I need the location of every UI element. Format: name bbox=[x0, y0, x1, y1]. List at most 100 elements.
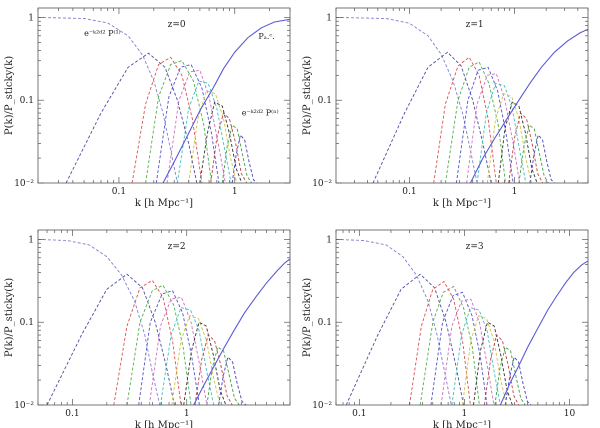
series-line-1 bbox=[65, 52, 198, 183]
series-line-5 bbox=[466, 72, 521, 183]
x-tick-label: 0.1 bbox=[352, 409, 366, 419]
series-line-5 bbox=[440, 298, 495, 405]
series-line-0 bbox=[38, 238, 161, 405]
series-line-8 bbox=[199, 101, 243, 183]
panel-label: z=2 bbox=[168, 242, 186, 252]
panel-label: z=1 bbox=[466, 20, 484, 30]
series-line-11 bbox=[231, 134, 258, 183]
x-tick-label: 1 bbox=[184, 409, 190, 419]
x-tick-label: 1 bbox=[462, 409, 468, 419]
series-line-6 bbox=[476, 82, 527, 183]
series-line-4 bbox=[455, 66, 514, 183]
series-line-9 bbox=[194, 334, 233, 405]
x-tick-label: 1 bbox=[232, 187, 238, 197]
series-line-3 bbox=[419, 285, 480, 405]
x-axis-label: k [h Mpc⁻¹] bbox=[135, 198, 193, 209]
series-line-ac bbox=[193, 258, 290, 405]
x-tick-label: 0.1 bbox=[65, 409, 79, 419]
series-line-9 bbox=[483, 334, 520, 405]
y-tick-label: 1 bbox=[28, 13, 34, 23]
series-line-11 bbox=[504, 356, 532, 405]
plot-frame bbox=[335, 229, 589, 406]
y-tick-label: 0.1 bbox=[318, 96, 332, 106]
series-group bbox=[38, 16, 290, 183]
series-line-0 bbox=[38, 16, 178, 183]
panel-3: 0.1 1 10 1 0.1 10⁻² k [h Mpc⁻¹] P(k)/P_sticky(k… bbox=[302, 229, 589, 428]
series-line-0 bbox=[336, 16, 478, 183]
series-group bbox=[336, 16, 588, 183]
annotation-1: Pₐ.ᶜ. bbox=[258, 32, 274, 41]
series-line-0 bbox=[336, 238, 452, 405]
x-axis-label: k [h Mpc⁻¹] bbox=[433, 420, 491, 428]
series-line-2 bbox=[409, 280, 471, 405]
y-tick-label: 0.1 bbox=[20, 96, 34, 106]
series-line-2 bbox=[131, 56, 203, 183]
series-line-9 bbox=[210, 112, 248, 183]
y-axis-label: P(k)/P_sticky(k) bbox=[4, 56, 15, 135]
plot-frame bbox=[37, 229, 291, 406]
series-line-ac bbox=[162, 18, 290, 183]
series-line-11 bbox=[529, 134, 555, 183]
panel-label: z=3 bbox=[466, 242, 484, 252]
series-line-10 bbox=[518, 124, 549, 183]
series-line-1 bbox=[46, 273, 175, 405]
series-line-8 bbox=[473, 321, 513, 405]
series-line-10 bbox=[206, 346, 240, 405]
panel-0: 0.1 1 1 0.1 10⁻² k [h Mpc⁻¹] P(k)/P_sticky(k) z… bbox=[4, 7, 291, 209]
series-group bbox=[336, 238, 588, 405]
y-axis-label: P(k)/P_sticky(k) bbox=[302, 56, 313, 135]
panel-2: 0.1 1 1 0.1 10⁻² k [h Mpc⁻¹] P(k)/P_sticky(k) z… bbox=[4, 229, 291, 428]
series-line-4 bbox=[430, 291, 488, 405]
series-line-2 bbox=[433, 56, 497, 183]
series-line-7 bbox=[462, 315, 508, 405]
y-axis-label: P(k)/P_sticky(k) bbox=[4, 278, 15, 357]
panel-1: 0.1 1 1 0.1 10⁻² k [h Mpc⁻¹] P(k)/P_sticky(k) z… bbox=[302, 7, 589, 209]
panel-label: z=0 bbox=[168, 20, 186, 30]
series-line-7 bbox=[171, 315, 221, 405]
x-axis-label: k [h Mpc⁻¹] bbox=[433, 198, 491, 209]
series-line-4 bbox=[155, 63, 220, 183]
series-line-7 bbox=[486, 93, 532, 183]
series-line-6 bbox=[176, 80, 232, 183]
series-line-3 bbox=[444, 61, 506, 183]
series-line-4 bbox=[138, 290, 200, 405]
plot-frame bbox=[335, 7, 589, 184]
series-line-ac bbox=[499, 260, 588, 405]
annotation-0: e⁻ᵏ²ᵈ² P⁽¹⁾ bbox=[84, 29, 121, 38]
y-tick-label: 1 bbox=[326, 235, 332, 245]
series-line-6 bbox=[451, 307, 501, 405]
series-line-1 bbox=[345, 273, 464, 405]
y-tick-label: 10⁻² bbox=[312, 401, 332, 411]
series-line-9 bbox=[508, 112, 543, 183]
series-line-6 bbox=[160, 307, 215, 405]
x-axis-label: k [h Mpc⁻¹] bbox=[135, 420, 193, 428]
y-tick-label: 0.1 bbox=[318, 318, 332, 328]
series-line-10 bbox=[221, 124, 253, 183]
x-tick-label: 10 bbox=[564, 409, 576, 419]
series-line-8 bbox=[183, 321, 227, 405]
series-line-11 bbox=[218, 356, 247, 405]
series-line-3 bbox=[145, 60, 212, 183]
y-tick-label: 10⁻² bbox=[14, 401, 34, 411]
series-line-2 bbox=[113, 279, 182, 405]
series-line-10 bbox=[494, 346, 526, 405]
x-tick-label: 0.1 bbox=[112, 187, 126, 197]
annotation-2: e⁻ᵏ²ᵈ² P⁽ⁿ⁾ bbox=[242, 109, 279, 118]
x-tick-label: 0.1 bbox=[402, 187, 416, 197]
y-tick-label: 0.1 bbox=[20, 318, 34, 328]
series-line-8 bbox=[497, 101, 538, 183]
plot-frame bbox=[37, 7, 291, 184]
y-tick-label: 10⁻² bbox=[312, 179, 332, 189]
series-line-1 bbox=[372, 51, 492, 183]
series-line-5 bbox=[148, 296, 208, 405]
series-line-3 bbox=[126, 284, 192, 405]
series-line-ac bbox=[469, 28, 588, 183]
y-tick-label: 1 bbox=[28, 235, 34, 245]
y-tick-label: 10⁻² bbox=[14, 179, 34, 189]
series-line-7 bbox=[188, 90, 238, 183]
x-tick-label: 1 bbox=[512, 187, 518, 197]
y-axis-label: P(k)/P_sticky(k) bbox=[302, 278, 313, 357]
series-group bbox=[38, 238, 290, 405]
y-tick-label: 1 bbox=[326, 13, 332, 23]
